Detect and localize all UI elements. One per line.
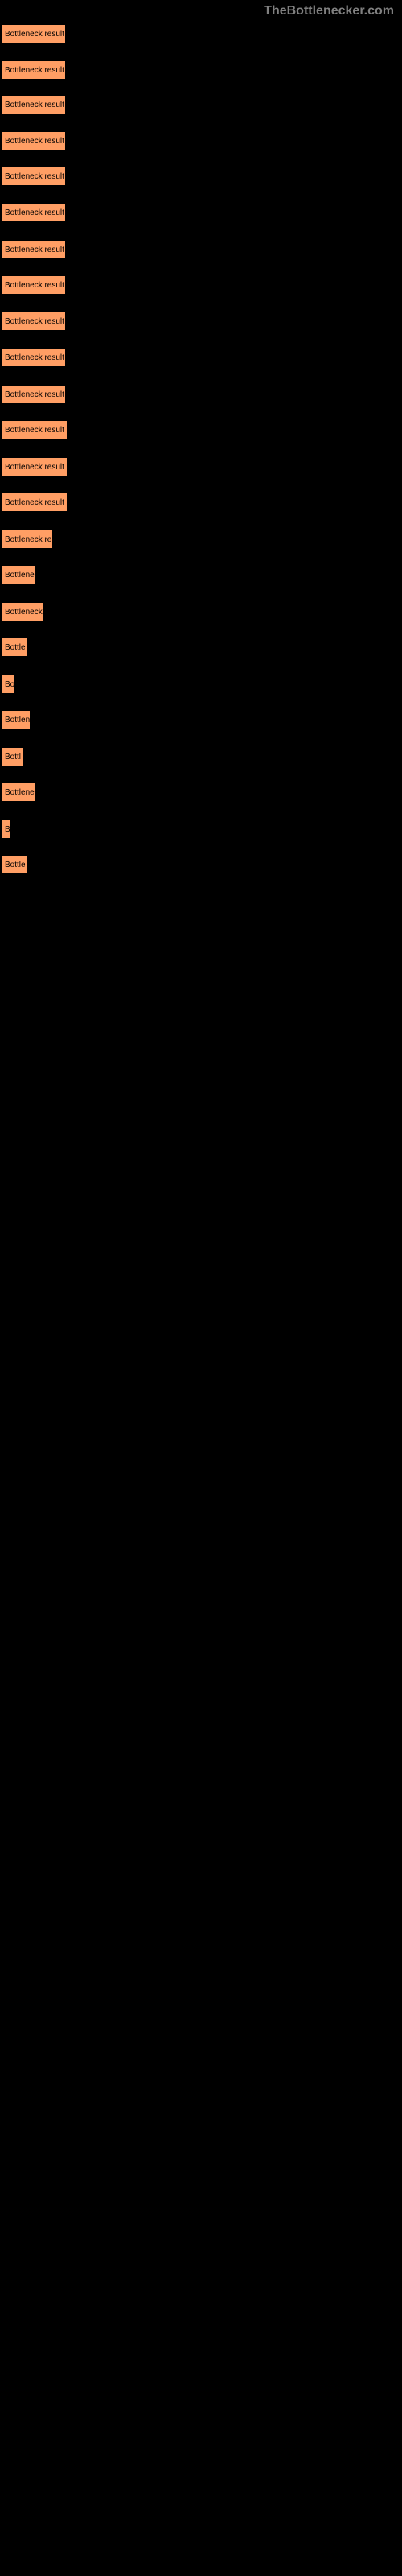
site-header: TheBottlenecker.com	[264, 4, 394, 19]
bottleneck-result-button[interactable]: Bottleneck result	[2, 312, 66, 331]
bottleneck-result-button[interactable]: Bottleneck result	[2, 203, 66, 222]
bottleneck-result-button[interactable]: Bo	[2, 675, 14, 694]
bottleneck-result-button[interactable]: Bottle	[2, 855, 27, 874]
bottleneck-result-button[interactable]: Bottleneck result	[2, 420, 68, 440]
bottleneck-result-button[interactable]: Bottleneck result	[2, 457, 68, 477]
bottleneck-result-button[interactable]: Bottleneck result	[2, 24, 66, 43]
bottleneck-result-button[interactable]: Bottleneck result	[2, 493, 68, 512]
bottleneck-result-button[interactable]: Bottleneck result	[2, 385, 66, 404]
bottleneck-result-button[interactable]: Bottle	[2, 638, 27, 657]
bottleneck-result-button[interactable]: Bottleneck result	[2, 131, 66, 151]
bottleneck-result-button[interactable]: Bottlene	[2, 782, 35, 802]
bottleneck-result-button[interactable]: Bottleneck result	[2, 240, 66, 259]
bottleneck-result-button[interactable]: Bottl	[2, 747, 24, 766]
bottleneck-result-button[interactable]: Bottleneck result	[2, 348, 66, 367]
bottleneck-result-button[interactable]: Bottleneck result	[2, 95, 66, 114]
bottleneck-result-button[interactable]: Bottleneck result	[2, 167, 66, 186]
bottleneck-result-button[interactable]: Bottlen	[2, 710, 31, 729]
bottleneck-result-button[interactable]: B	[2, 819, 11, 839]
bottleneck-result-button[interactable]: Bottleneck re	[2, 530, 53, 549]
bottleneck-result-button[interactable]: Bottleneck result	[2, 275, 66, 295]
bottleneck-result-button[interactable]: Bottleneck	[2, 602, 43, 621]
bottleneck-result-button[interactable]: Bottleneck result	[2, 60, 66, 80]
bottleneck-result-button[interactable]: Bottlene	[2, 565, 35, 584]
